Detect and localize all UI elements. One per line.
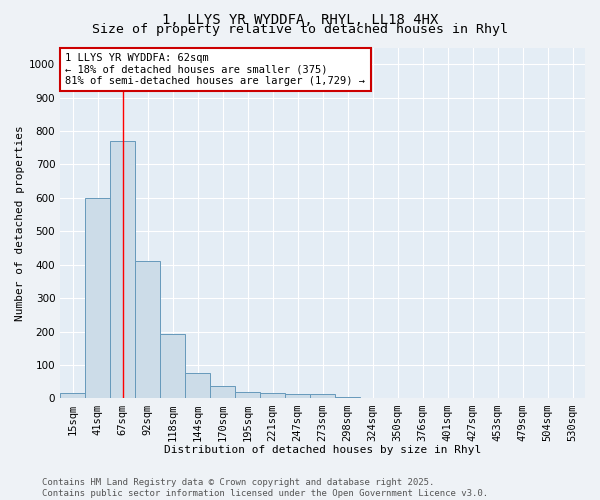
Bar — [85, 198, 110, 398]
Text: Size of property relative to detached houses in Rhyl: Size of property relative to detached ho… — [92, 24, 508, 36]
Bar — [110, 141, 135, 399]
Bar — [310, 394, 335, 398]
Text: Contains HM Land Registry data © Crown copyright and database right 2025.
Contai: Contains HM Land Registry data © Crown c… — [42, 478, 488, 498]
Bar — [285, 394, 310, 398]
Bar — [335, 397, 360, 398]
Bar — [60, 394, 85, 398]
Bar — [135, 262, 160, 398]
Text: 1, LLYS YR WYDDFA, RHYL, LL18 4HX: 1, LLYS YR WYDDFA, RHYL, LL18 4HX — [162, 12, 438, 26]
Bar — [160, 334, 185, 398]
Text: 1 LLYS YR WYDDFA: 62sqm
← 18% of detached houses are smaller (375)
81% of semi-d: 1 LLYS YR WYDDFA: 62sqm ← 18% of detache… — [65, 53, 365, 86]
Bar — [235, 392, 260, 398]
Bar — [210, 386, 235, 398]
Y-axis label: Number of detached properties: Number of detached properties — [15, 125, 25, 321]
Bar — [260, 394, 285, 398]
X-axis label: Distribution of detached houses by size in Rhyl: Distribution of detached houses by size … — [164, 445, 481, 455]
Bar — [185, 374, 210, 398]
